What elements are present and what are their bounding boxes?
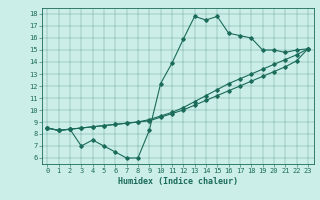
X-axis label: Humidex (Indice chaleur): Humidex (Indice chaleur) <box>118 177 237 186</box>
